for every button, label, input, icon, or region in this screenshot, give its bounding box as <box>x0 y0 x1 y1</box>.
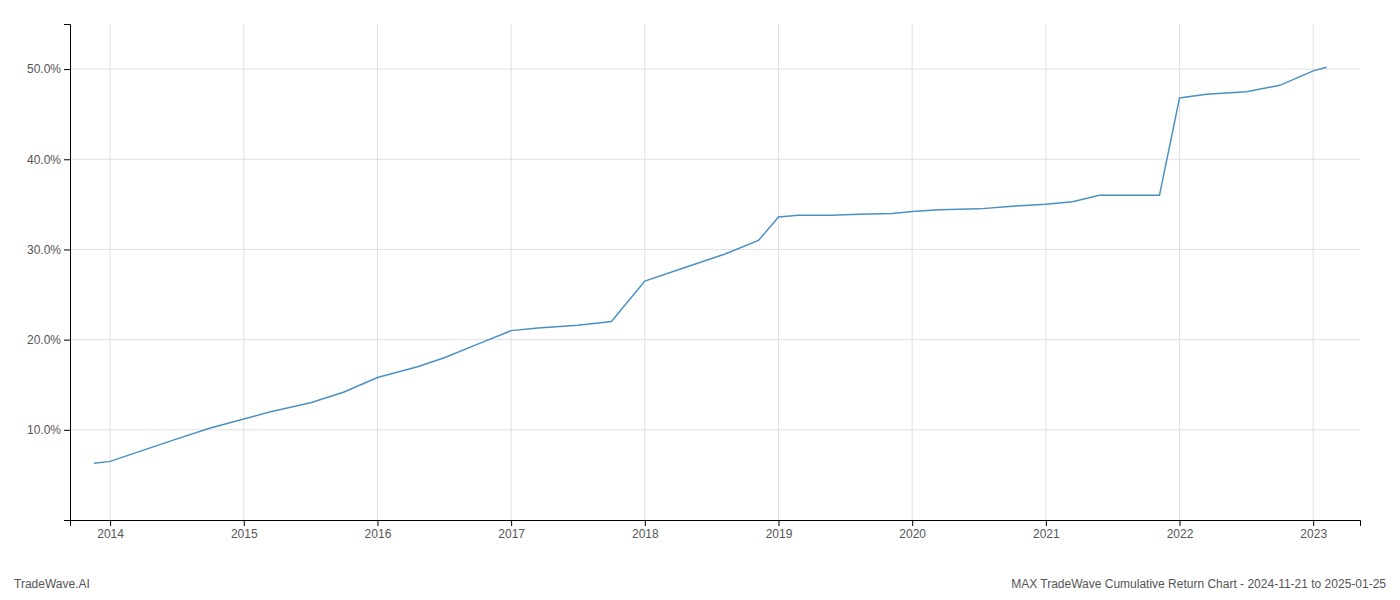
x-axis: 2014 2015 2016 2017 2018 2019 2020 2021 2022 2023 <box>71 520 1361 541</box>
tick-label: 2019 <box>766 527 793 541</box>
grid-line <box>70 249 1360 250</box>
grid-line <box>511 24 512 520</box>
tick-mark <box>511 520 512 526</box>
chart: 2014 2015 2016 2017 2018 2019 2020 2021 2022 2023… <box>0 0 1400 600</box>
tick-mark <box>778 520 779 526</box>
tick-mark <box>64 249 70 250</box>
tick-label: 2017 <box>498 527 525 541</box>
tick: 2018 <box>632 520 659 541</box>
tick-label: 2015 <box>231 527 258 541</box>
grid-line <box>110 24 111 520</box>
y-axis: 10.0% 20.0% 30.0% 40.0% 50.0% <box>27 25 71 521</box>
tick: 2022 <box>1167 520 1194 541</box>
tick: 30.0% <box>27 243 70 257</box>
grid-line <box>1313 24 1314 520</box>
grid-line <box>1045 24 1046 520</box>
grid-line <box>70 429 1360 430</box>
tick-label: 40.0% <box>27 153 61 167</box>
tick-label: 50.0% <box>27 62 61 76</box>
grid-line <box>644 24 645 520</box>
footer: TradeWave.AI <box>14 577 90 591</box>
grid-line <box>912 24 913 520</box>
grid-line <box>377 24 378 520</box>
axis-line <box>64 25 71 521</box>
tick-mark <box>377 520 378 526</box>
tick: 2021 <box>1033 520 1060 541</box>
tick-label: 30.0% <box>27 243 61 257</box>
tick-mark <box>64 430 70 431</box>
line <box>94 67 1327 463</box>
tick: 2015 <box>231 520 258 541</box>
tick: 2019 <box>766 520 793 541</box>
tick-mark <box>64 69 70 70</box>
grid-line <box>778 24 779 520</box>
tick-label: 10.0% <box>27 423 61 437</box>
tick: 2014 <box>97 520 124 541</box>
tick-mark <box>64 159 70 160</box>
tick-mark <box>64 340 70 341</box>
tick-label: 20.0% <box>27 333 61 347</box>
tick: 40.0% <box>27 153 70 167</box>
tick-label: 2014 <box>97 527 124 541</box>
tick: 10.0% <box>27 423 70 437</box>
tick-mark <box>1313 520 1314 526</box>
plot-area <box>94 67 1327 463</box>
grid-line <box>243 24 244 520</box>
grid <box>70 24 1360 520</box>
tick-mark <box>1180 520 1181 526</box>
tick: 2017 <box>498 520 525 541</box>
tick: 2020 <box>899 520 926 541</box>
tick-mark <box>645 520 646 526</box>
axis-line <box>71 521 1361 527</box>
tick-label: 2016 <box>365 527 392 541</box>
grid-line <box>70 339 1360 340</box>
tick-label: 2023 <box>1300 527 1327 541</box>
tick: 2016 <box>365 520 392 541</box>
tick-label: 2022 <box>1167 527 1194 541</box>
tick-mark <box>1046 520 1047 526</box>
tick-mark <box>244 520 245 526</box>
tick-mark <box>912 520 913 526</box>
footer: MAX TradeWave Cumulative Return Chart - … <box>1011 577 1386 591</box>
tick-mark <box>110 520 111 526</box>
tick-label: 2018 <box>632 527 659 541</box>
tick: 50.0% <box>27 62 70 76</box>
tick-label: 2020 <box>899 527 926 541</box>
tick-label: 2021 <box>1033 527 1060 541</box>
tick: 20.0% <box>27 333 70 347</box>
tick: 2023 <box>1300 520 1327 541</box>
grid-line <box>70 69 1360 70</box>
